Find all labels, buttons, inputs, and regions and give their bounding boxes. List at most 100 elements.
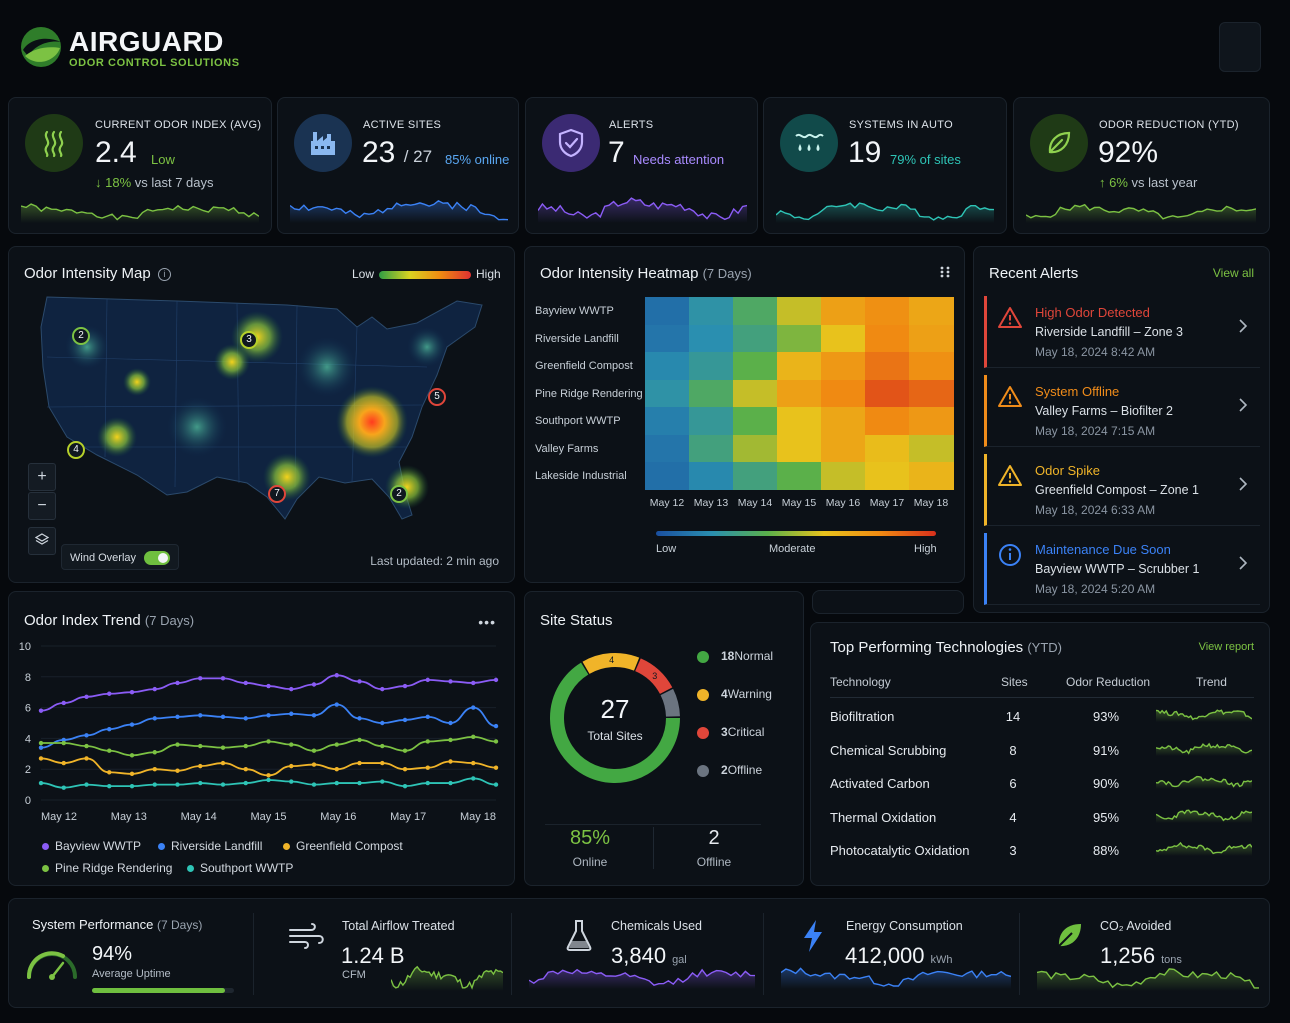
data-point[interactable] bbox=[425, 677, 430, 683]
data-point[interactable] bbox=[311, 748, 317, 753]
heatmap-cell[interactable] bbox=[733, 297, 778, 325]
legend-item[interactable]: Southport WWTP bbox=[187, 861, 293, 875]
data-point[interactable] bbox=[311, 782, 317, 787]
heatmap-cell[interactable] bbox=[909, 462, 954, 490]
chevron-right-icon[interactable] bbox=[1238, 397, 1248, 413]
heatmap-cell[interactable] bbox=[777, 407, 822, 435]
alert-item[interactable]: Odor Spike Greenfield Compost – Zone 1 May… bbox=[984, 454, 1260, 526]
heatmap-cell[interactable] bbox=[733, 324, 778, 352]
heatmap-cell[interactable] bbox=[821, 297, 866, 325]
data-point[interactable] bbox=[175, 714, 180, 720]
heatmap-cell[interactable] bbox=[689, 407, 734, 435]
data-point[interactable] bbox=[402, 783, 408, 789]
heatmap-cell[interactable] bbox=[865, 434, 910, 462]
legend-item[interactable]: Riverside Landfill bbox=[158, 839, 262, 853]
map-marker[interactable]: 4 bbox=[67, 441, 85, 459]
heatmap-cell[interactable] bbox=[645, 434, 690, 462]
data-point[interactable] bbox=[198, 743, 203, 749]
data-point[interactable] bbox=[266, 713, 271, 718]
wind-overlay-control[interactable]: Wind Overlay bbox=[61, 544, 180, 570]
heatmap-cell[interactable] bbox=[689, 379, 734, 407]
data-point[interactable] bbox=[84, 733, 89, 738]
table-row[interactable]: Chemical Scrubbing 8 91% bbox=[811, 742, 1271, 773]
data-point[interactable] bbox=[38, 745, 44, 750]
heatmap-cell[interactable] bbox=[909, 352, 954, 380]
data-point[interactable] bbox=[129, 690, 135, 695]
zoom-out-button[interactable]: − bbox=[28, 492, 56, 520]
data-point[interactable] bbox=[380, 743, 385, 749]
heatmap-cell[interactable] bbox=[689, 352, 734, 380]
data-point[interactable] bbox=[61, 700, 66, 706]
heatmap-cell[interactable] bbox=[733, 462, 778, 490]
data-point[interactable] bbox=[471, 760, 476, 766]
data-point[interactable] bbox=[493, 765, 499, 770]
heatmap-cell[interactable] bbox=[777, 352, 822, 380]
data-point[interactable] bbox=[425, 714, 430, 720]
data-point[interactable] bbox=[198, 763, 203, 769]
data-point[interactable] bbox=[402, 717, 408, 723]
data-point[interactable] bbox=[175, 782, 180, 787]
data-point[interactable] bbox=[289, 711, 294, 716]
data-point[interactable] bbox=[311, 713, 317, 718]
data-point[interactable] bbox=[471, 680, 476, 686]
heatmap-cell[interactable] bbox=[733, 407, 778, 435]
data-point[interactable] bbox=[380, 686, 385, 692]
data-point[interactable] bbox=[266, 773, 271, 778]
data-point[interactable] bbox=[243, 743, 248, 749]
heatmap-cell[interactable] bbox=[865, 379, 910, 407]
more-options-icon[interactable]: ••• bbox=[478, 614, 496, 630]
data-point[interactable] bbox=[129, 753, 135, 758]
data-point[interactable] bbox=[107, 783, 112, 789]
data-point[interactable] bbox=[129, 783, 135, 789]
donut-segment-warning[interactable] bbox=[582, 653, 640, 674]
data-point[interactable] bbox=[357, 760, 362, 766]
data-point[interactable] bbox=[357, 679, 362, 684]
heatmap-cell[interactable] bbox=[777, 379, 822, 407]
data-point[interactable] bbox=[38, 780, 44, 786]
heatmap-cell[interactable] bbox=[689, 297, 734, 325]
data-point[interactable] bbox=[220, 760, 226, 766]
data-point[interactable] bbox=[471, 705, 476, 710]
legend-item[interactable]: Bayview WWTP bbox=[42, 839, 141, 853]
heatmap-cell[interactable] bbox=[865, 324, 910, 352]
heatmap-cell[interactable] bbox=[821, 324, 866, 352]
table-row[interactable]: Activated Carbon 6 90% bbox=[811, 776, 1271, 806]
view-all-alerts-link[interactable]: View all bbox=[1212, 266, 1254, 280]
data-point[interactable] bbox=[107, 770, 112, 775]
data-point[interactable] bbox=[402, 748, 408, 753]
data-point[interactable] bbox=[129, 771, 135, 777]
data-point[interactable] bbox=[471, 734, 476, 740]
donut-segment-normal[interactable] bbox=[550, 662, 680, 783]
chevron-right-icon[interactable] bbox=[1238, 555, 1248, 571]
data-point[interactable] bbox=[84, 694, 89, 700]
table-row[interactable]: Biofiltration 14 93% bbox=[811, 709, 1271, 739]
data-point[interactable] bbox=[493, 723, 499, 729]
data-point[interactable] bbox=[84, 782, 89, 787]
chevron-right-icon[interactable] bbox=[1238, 476, 1248, 492]
heatmap-cell[interactable] bbox=[645, 352, 690, 380]
data-point[interactable] bbox=[107, 726, 112, 732]
data-point[interactable] bbox=[289, 686, 294, 692]
heatmap-cell[interactable] bbox=[733, 434, 778, 462]
data-point[interactable] bbox=[380, 779, 385, 784]
alert-item[interactable]: High Odor Detected Riverside Landfill – Z… bbox=[984, 296, 1260, 368]
data-point[interactable] bbox=[289, 779, 294, 784]
data-point[interactable] bbox=[402, 683, 408, 689]
data-point[interactable] bbox=[175, 742, 180, 747]
heatmap-cell[interactable] bbox=[733, 352, 778, 380]
heatmap-cell[interactable] bbox=[777, 324, 822, 352]
zoom-in-button[interactable]: + bbox=[28, 463, 56, 491]
data-point[interactable] bbox=[380, 760, 385, 766]
data-point[interactable] bbox=[107, 691, 112, 696]
layers-button[interactable] bbox=[28, 527, 56, 555]
data-point[interactable] bbox=[448, 780, 453, 786]
wind-overlay-toggle[interactable] bbox=[144, 551, 171, 565]
status-legend-item[interactable]: 4Warning bbox=[697, 687, 772, 701]
data-point[interactable] bbox=[107, 748, 112, 753]
heatmap-cell[interactable] bbox=[865, 352, 910, 380]
data-point[interactable] bbox=[357, 780, 362, 786]
data-point[interactable] bbox=[152, 782, 157, 787]
heatmap-cell[interactable] bbox=[821, 379, 866, 407]
status-legend-item[interactable]: 18Normal bbox=[697, 649, 773, 663]
data-point[interactable] bbox=[129, 722, 135, 727]
